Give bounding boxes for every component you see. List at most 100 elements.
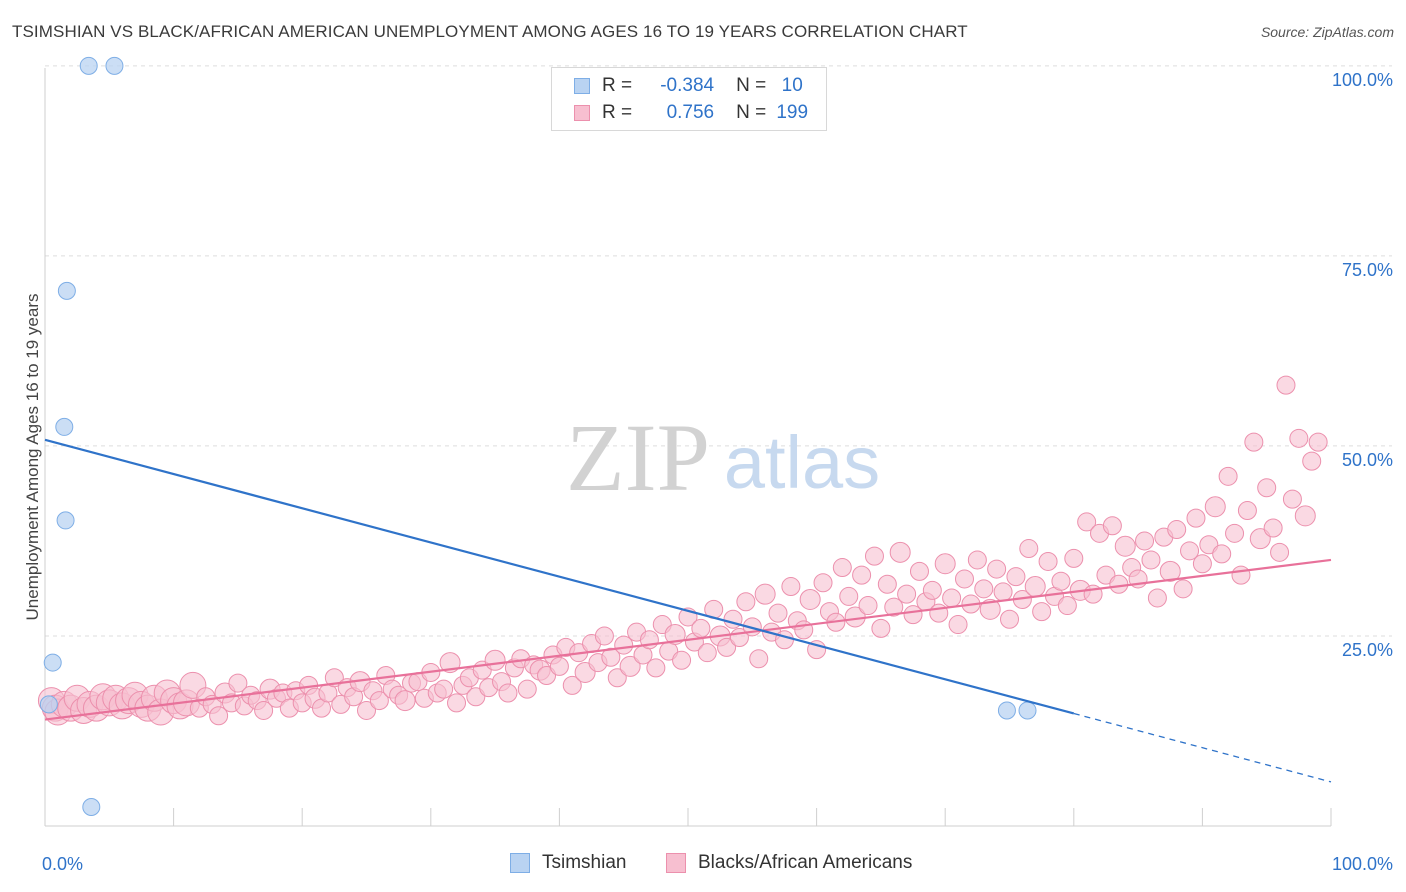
black-point [1257, 478, 1277, 498]
black-point [1057, 596, 1077, 616]
black-point [517, 679, 537, 699]
axes-layer [44, 68, 1332, 827]
black-point [434, 679, 454, 699]
black-point [1289, 428, 1309, 448]
black-point [979, 598, 1001, 620]
black-point [884, 597, 904, 617]
black-point [967, 550, 987, 570]
watermark: ZIP atlas [566, 404, 880, 511]
black-point [871, 618, 891, 638]
black-point [813, 573, 833, 593]
tsimshian-trend-extension [1073, 712, 1332, 783]
black-point [736, 592, 756, 612]
black-point [549, 656, 569, 676]
black-point [1141, 550, 1161, 570]
tsimshian-point [79, 56, 98, 75]
legend-r-label: R = [602, 75, 633, 96]
x-tick-label: 100.0% [1332, 854, 1393, 874]
black-point [1096, 565, 1116, 585]
tsimshian-point [55, 417, 74, 436]
black-point [839, 586, 859, 606]
black-point [1019, 539, 1039, 559]
black-point [1180, 541, 1200, 561]
source-label: Source: ZipAtlas.com [1260, 24, 1394, 40]
tsimshian-legend-swatch [510, 853, 530, 873]
tsimshian-point [1018, 701, 1037, 720]
black-swatch [574, 105, 590, 121]
black-point [1006, 567, 1026, 587]
chart-title: TSIMSHIAN VS BLACK/AFRICAN AMERICAN UNEM… [12, 22, 968, 41]
black-point [1302, 451, 1322, 471]
black-point [1032, 602, 1052, 622]
black-point [1244, 432, 1264, 452]
black-point [1064, 548, 1084, 568]
tsimshian-point [39, 695, 58, 714]
watermark-atlas: atlas [724, 421, 880, 504]
black-point [897, 584, 917, 604]
tsimshian-point [997, 701, 1016, 720]
black-point [754, 583, 776, 605]
black-point [369, 691, 389, 711]
black-point [1051, 571, 1071, 591]
black-point [228, 673, 248, 693]
black-point [717, 637, 737, 657]
black-point [858, 596, 878, 616]
black-point [1237, 501, 1257, 521]
black-point [768, 603, 788, 623]
black-legend-label: Blacks/African Americans [698, 852, 913, 873]
black-point [749, 649, 769, 669]
black-point [974, 579, 994, 599]
tsimshian-trend-line [44, 438, 1075, 715]
legend-r-label: R = [602, 102, 633, 123]
tsimshian-point [105, 56, 124, 75]
black-point [1192, 554, 1212, 574]
black-point [209, 706, 229, 726]
x-tick-label: 0.0% [42, 854, 83, 874]
black-point [619, 655, 641, 677]
black-point [864, 546, 884, 566]
black-point [922, 580, 942, 600]
black-point [781, 577, 801, 597]
legend-n-label: N = [736, 102, 767, 123]
watermark-zip: ZIP [566, 404, 710, 511]
black-point [909, 561, 929, 581]
black-point [1294, 505, 1316, 527]
black-trend-line [44, 558, 1332, 721]
black-point [877, 574, 897, 594]
tsimshian-point [82, 797, 101, 816]
black-point [1270, 542, 1290, 562]
bottom-legend-tsimshian: Tsimshian [510, 852, 626, 874]
black-point [934, 553, 956, 575]
black-point [1159, 560, 1181, 582]
black-point [1167, 520, 1187, 540]
black-point [1024, 576, 1046, 598]
black-point [1173, 579, 1193, 599]
black-point [1218, 466, 1238, 486]
black-point [1282, 489, 1302, 509]
black-point [607, 668, 627, 688]
black-point [562, 675, 582, 695]
black-point [942, 588, 962, 608]
black-point [1225, 523, 1245, 543]
black-point [1114, 535, 1136, 557]
legend-r-value-black: 0.756 [666, 102, 715, 123]
black-point [357, 700, 376, 720]
black-point [254, 700, 274, 720]
black-point [1276, 375, 1296, 395]
tsimshian-point [43, 653, 62, 672]
black-point [498, 683, 518, 703]
black-point [954, 569, 974, 589]
labels-layer: 25.0% 50.0% 75.0% 100.0% 0.0% 100.0% Unemploym… [23, 70, 1393, 874]
black-series [37, 375, 1328, 726]
legend-n-value-tsimshian: 10 [781, 75, 803, 96]
black-point [799, 588, 821, 610]
black-point [832, 558, 852, 578]
bottom-legend-black: Blacks/African Americans [666, 852, 912, 874]
legend-n-value-black: 199 [776, 102, 809, 123]
black-point [1204, 496, 1226, 518]
black-point [697, 643, 717, 663]
black-point [1147, 588, 1167, 608]
black-point [1038, 551, 1058, 571]
black-point [614, 635, 634, 655]
